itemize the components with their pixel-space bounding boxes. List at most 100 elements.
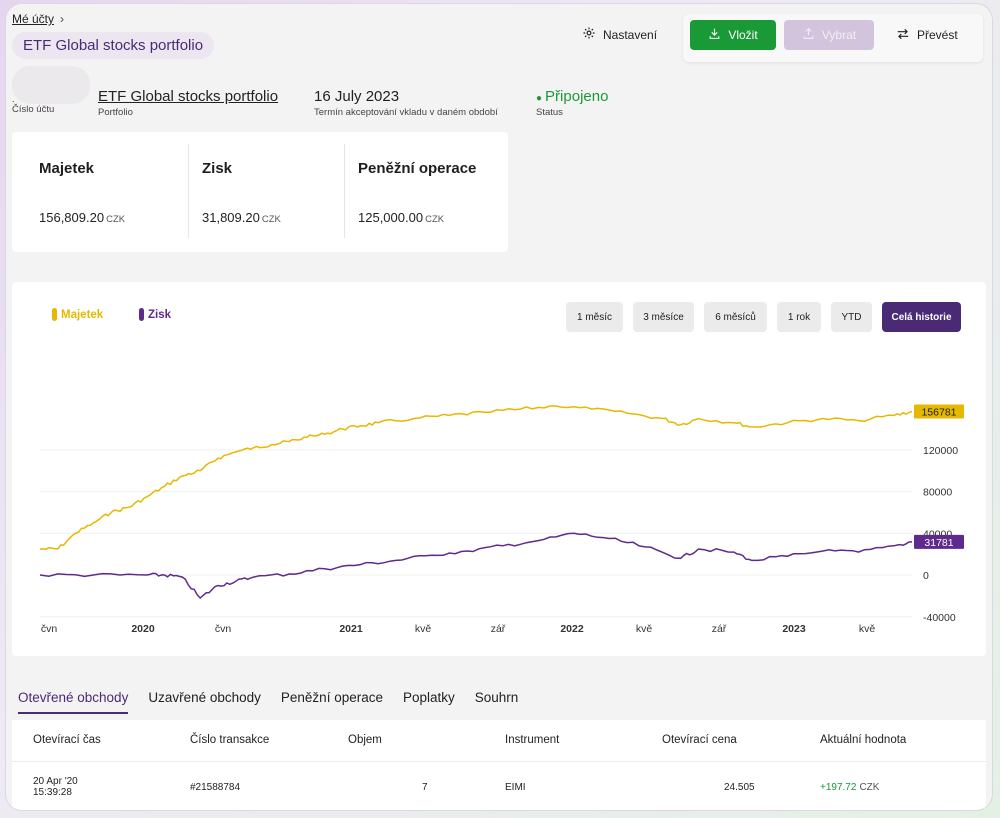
status-label: Status	[536, 107, 563, 118]
column-header[interactable]: Otevírací čas	[33, 734, 101, 746]
tab-summary[interactable]: Souhrn	[474, 690, 519, 705]
series-line-assets	[39, 405, 913, 550]
tabs: Otevřené obchody Uzavřené obchody Peněžn…	[18, 690, 518, 714]
column-header[interactable]: Objem	[348, 734, 382, 746]
download-icon	[708, 27, 721, 43]
chart-card: 120000 80000 40000 0 -40000 čvn 2020 čvn 2021 kvě…	[12, 282, 986, 656]
y-tick-label: 0	[923, 570, 929, 582]
cell-volume: 7	[422, 782, 428, 793]
stats-card: Majetek 156,809.20 CZK Zisk 31,809.20 CZK …	[12, 132, 508, 252]
stat-cash-operations-value: 125,000.00 CZK	[358, 210, 445, 225]
stat-assets-label: Majetek	[39, 160, 95, 177]
withdraw-button[interactable]: Vybrat	[784, 20, 874, 50]
page-title: ETF Global stocks portfolio	[12, 32, 215, 59]
cell-instrument: EIMI	[505, 782, 526, 793]
breadcrumb: Mé účty ›	[12, 12, 64, 26]
last-value-label: 156781	[921, 406, 956, 418]
transfer-button[interactable]: Převést	[896, 20, 958, 50]
x-tick-label: zář	[491, 623, 506, 635]
y-tick-label: 120000	[923, 445, 958, 457]
x-tick-label: čvn	[215, 623, 232, 635]
deposit-date-block: 16 July 2023 Termín akceptování vkladu v…	[314, 88, 498, 118]
x-tick-label: 2020	[131, 623, 155, 635]
divider	[344, 144, 345, 238]
deposit-date-value: 16 July 2023	[314, 88, 400, 105]
account-number-block: . Číslo účtu	[12, 94, 55, 116]
action-bar: Vložit Vybrat Převést	[683, 14, 983, 62]
account-number-label: Číslo účtu	[12, 104, 55, 115]
tab-cash-operations[interactable]: Peněžní operace	[280, 690, 383, 705]
portfolio-link[interactable]: ETF Global stocks portfolio	[98, 88, 279, 105]
cell-transaction: #21588784	[190, 782, 241, 793]
last-value-badge	[914, 404, 964, 419]
legend-item-profit[interactable]: Zisk	[139, 308, 171, 321]
stat-profit-label: Zisk	[202, 160, 233, 177]
transfer-arrows-icon	[896, 28, 910, 43]
withdraw-label: Vybrat	[821, 28, 857, 42]
legend-item-assets[interactable]: Majetek	[52, 308, 103, 321]
range-button-3m[interactable]: 3 měsíce	[633, 302, 694, 332]
portfolio-label: Portfolio	[98, 107, 133, 118]
last-value-badge	[914, 534, 964, 549]
x-tick-label: 2023	[782, 623, 806, 635]
table-row[interactable]: 20 Apr '20 15:39:28 #21588784 7 EIMI 24.…	[12, 762, 986, 810]
gear-icon	[582, 26, 596, 43]
tab-closed-trades[interactable]: Uzavřené obchody	[148, 690, 261, 705]
last-value-label: 31781	[924, 537, 953, 549]
status-badge: ● Připojeno	[536, 88, 608, 105]
range-button-6m[interactable]: 6 měsíců	[704, 302, 767, 332]
stat-assets-value: 156,809.20 CZK	[39, 210, 126, 225]
cell-open-price: 24.505	[724, 782, 755, 793]
column-header[interactable]: Instrument	[505, 734, 560, 746]
legend-swatch	[139, 308, 144, 321]
stat-profit: Zisk 31,809.20 CZK	[175, 132, 345, 252]
status-value: Připojeno	[545, 88, 609, 105]
status-dot-icon: ●	[536, 93, 543, 104]
tab-fees[interactable]: Poplatky	[402, 690, 455, 705]
legend-label: Majetek	[61, 308, 104, 321]
breadcrumb-link-accounts[interactable]: Mé účty	[12, 12, 55, 26]
cell-current-value: +197.72 CZK	[820, 782, 880, 793]
settings-label: Nastavení	[603, 27, 658, 42]
stat-profit-value: 31,809.20 CZK	[202, 210, 281, 225]
range-button-ytd[interactable]: YTD	[831, 302, 872, 332]
y-tick-label: -40000	[923, 612, 956, 624]
column-header[interactable]: Číslo transakce	[190, 734, 270, 746]
deposit-button[interactable]: Vložit	[690, 20, 776, 50]
chevron-right-icon: ›	[60, 12, 65, 26]
x-tick-label: kvě	[636, 623, 653, 635]
x-tick-label: 2021	[339, 623, 363, 635]
account-number-value: .	[12, 94, 15, 104]
x-tick-label: kvě	[415, 623, 432, 635]
range-button-1y[interactable]: 1 rok	[777, 302, 821, 332]
column-header[interactable]: Aktuální hodnota	[820, 734, 907, 746]
range-button-1m[interactable]: 1 měsíc	[566, 302, 623, 332]
table-header: Otevírací čas Číslo transakce Objem Inst…	[12, 720, 986, 762]
deposit-label: Vložit	[728, 28, 758, 42]
tab-open-trades[interactable]: Otevřené obchody	[18, 690, 129, 714]
legend-swatch	[52, 308, 57, 321]
x-tick-label: 2022	[560, 623, 584, 635]
column-header[interactable]: Otevírací cena	[662, 734, 737, 746]
series-line-profit	[39, 532, 913, 600]
legend-label: Zisk	[148, 308, 172, 321]
x-tick-label: čvn	[41, 623, 58, 635]
stat-cash-operations: Peněžní operace 125,000.00 CZK	[331, 132, 508, 252]
range-button-all[interactable]: Celá historie	[882, 302, 961, 332]
x-tick-label: kvě	[859, 623, 876, 635]
transfer-label: Převést	[917, 28, 958, 42]
deposit-date-label: Termín akceptování vkladu v daném období	[314, 107, 498, 118]
upload-icon	[802, 27, 815, 43]
stat-assets: Majetek 156,809.20 CZK	[12, 132, 188, 252]
trades-table: Otevírací čas Číslo transakce Objem Inst…	[12, 720, 986, 810]
status-block: ● Připojeno Status	[536, 88, 608, 118]
stat-cash-operations-label: Peněžní operace	[358, 160, 477, 177]
app-window: Mé účty › ETF Global stocks portfolio Na…	[6, 4, 992, 810]
portfolio-block: ETF Global stocks portfolio Portfolio	[98, 88, 278, 118]
settings-button[interactable]: Nastavení	[582, 26, 657, 43]
y-tick-label: 80000	[923, 487, 952, 499]
x-tick-label: zář	[712, 623, 727, 635]
avatar	[12, 66, 90, 104]
cell-open-time: 20 Apr '20 15:39:28	[33, 776, 78, 798]
